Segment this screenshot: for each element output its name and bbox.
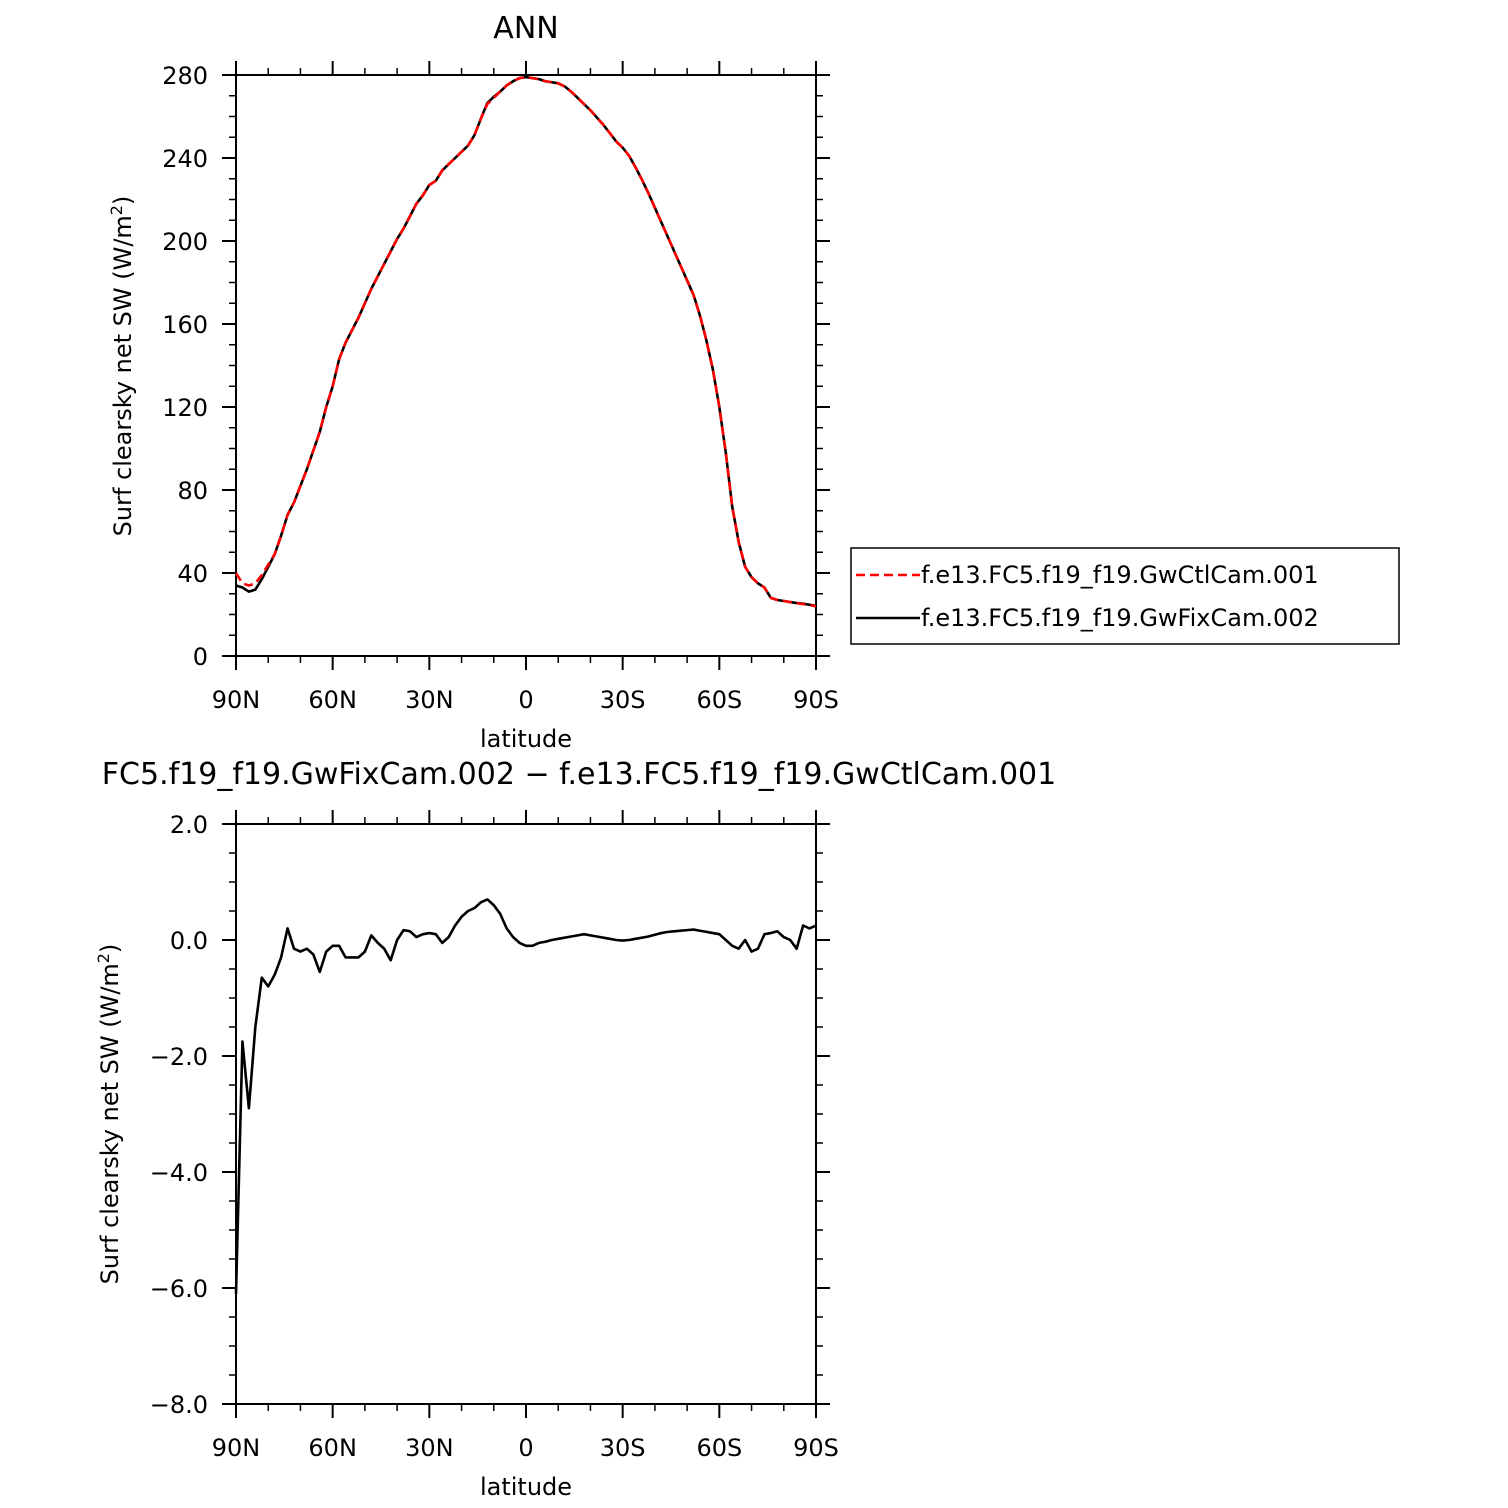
top-chart-ytick-label: 240: [162, 145, 208, 173]
top-chart-xtick-label: 60S: [696, 686, 742, 714]
top-chart-ylabel-superscript: 2: [107, 205, 126, 215]
bottom-chart-ytick-label: −8.0: [150, 1391, 208, 1419]
bottom-chart-ytick-label: −6.0: [150, 1275, 208, 1303]
bottom-chart-ylabel: Surf clearsky net SW (W/m2): [94, 944, 124, 1285]
bottom-chart-xtick-label: 30N: [405, 1434, 454, 1462]
legend-label-ctl: f.e13.FC5.f19_f19.GwCtlCam.001: [921, 561, 1319, 589]
top-chart-ytick-label: 280: [162, 62, 208, 90]
bottom-chart-series-line-0: [234, 898, 817, 1294]
top-chart: ANN latitude Surf clearsky net SW (W/m2)…: [107, 11, 1400, 753]
bottom-chart-ylabel-end: ): [96, 944, 124, 953]
bottom-chart-xtick-label: 30S: [600, 1434, 646, 1462]
bottom-chart: FC5.f19_f19.GwFixCam.002 − f.e13.FC5.f19…: [94, 757, 1056, 1501]
top-chart-ytick-label: 200: [162, 228, 208, 256]
top-chart-xtick-label: 90S: [793, 686, 839, 714]
top-chart-ytick-label: 0: [193, 643, 208, 671]
bottom-chart-xtick-label: 90N: [212, 1434, 261, 1462]
bottom-chart-ylabel-main: Surf clearsky net SW (W/m: [96, 963, 124, 1284]
bottom-chart-ylabel-superscript: 2: [94, 953, 113, 963]
top-chart-ytick-label: 120: [162, 394, 208, 422]
top-chart-series-line-0: [234, 75, 817, 608]
bottom-chart-tick-labels: 90N 60N 30N 0 30S 60S 90S −8.0 −6.0 −4.0 −2.0 0.0 2.…: [150, 811, 839, 1462]
top-chart-ylabel-main: Surf clearsky net SW (W/m: [109, 215, 137, 536]
top-chart-ylabel-end: ): [109, 196, 137, 205]
top-chart-tick-labels: 90N 60N 30N 0 30S 60S 90S 0 40 80 120 160 200 240 280: [162, 62, 839, 714]
top-chart-xtick-label: 0: [518, 686, 533, 714]
top-chart-xtick-label: 30S: [600, 686, 646, 714]
top-chart-title: ANN: [493, 11, 558, 46]
bottom-chart-xtick-label: 0: [518, 1434, 533, 1462]
top-chart-series: [234, 75, 817, 608]
top-chart-xlabel: latitude: [480, 725, 572, 753]
bottom-chart-xtick-label: 60N: [308, 1434, 357, 1462]
top-chart-xtick-label: 90N: [212, 686, 261, 714]
legend-box: [850, 547, 1400, 645]
legend-label-fix: f.e13.FC5.f19_f19.GwFixCam.002: [921, 604, 1319, 632]
bottom-chart-axes: [222, 810, 830, 1418]
top-chart-axes: [222, 61, 830, 670]
top-chart-xtick-label: 30N: [405, 686, 454, 714]
bottom-chart-ytick-label: −4.0: [150, 1159, 208, 1187]
top-chart-ytick-label: 160: [162, 311, 208, 339]
legend: f.e13.FC5.f19_f19.GwCtlCam.001 f.e13.FC5…: [850, 547, 1400, 645]
top-chart-ytick-label: 40: [177, 560, 208, 588]
bottom-chart-ytick-label: −2.0: [150, 1043, 208, 1071]
bottom-chart-title: FC5.f19_f19.GwFixCam.002 − f.e13.FC5.f19…: [102, 757, 1056, 792]
bottom-chart-xtick-label: 60S: [696, 1434, 742, 1462]
bottom-chart-xtick-label: 90S: [793, 1434, 839, 1462]
top-chart-xtick-label: 60N: [308, 686, 357, 714]
top-chart-ylabel: Surf clearsky net SW (W/m2): [107, 196, 137, 537]
bottom-chart-ytick-label: 2.0: [170, 811, 208, 839]
top-chart-ytick-label: 80: [177, 477, 208, 505]
bottom-chart-series: [234, 898, 817, 1294]
bottom-chart-ytick-label: 0.0: [170, 927, 208, 955]
bottom-chart-xlabel: latitude: [480, 1473, 572, 1501]
